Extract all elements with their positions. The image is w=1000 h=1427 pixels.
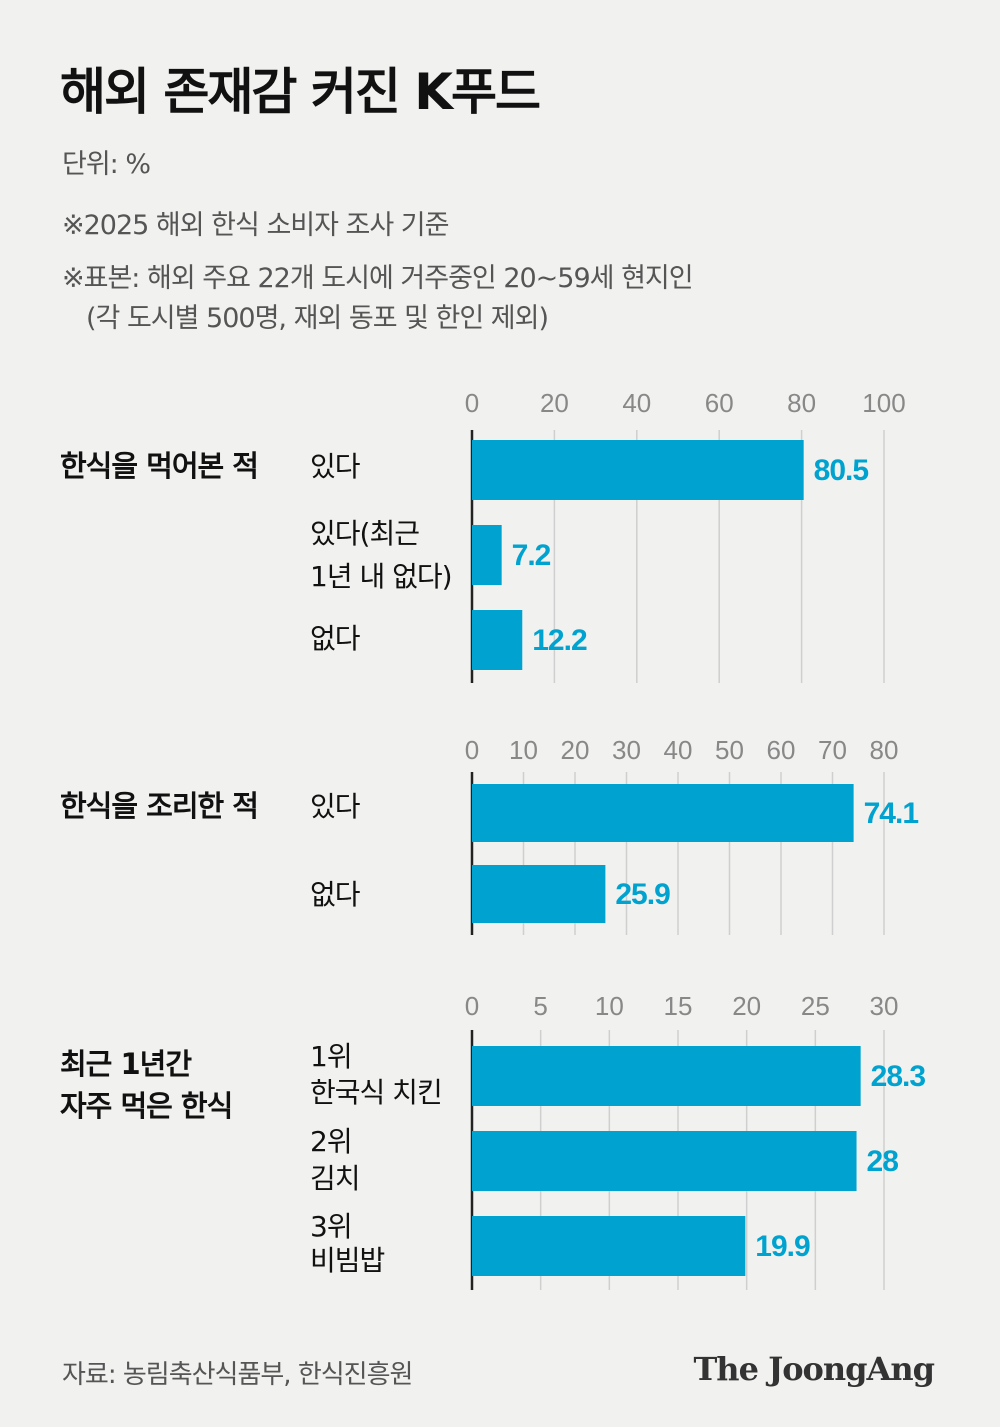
chart-title: 최근 1년간 (60, 1047, 192, 1081)
category-label: 3위 (310, 1210, 352, 1243)
tick-label: 40 (622, 388, 651, 418)
survey-note: ※2025 해외 한식 소비자 조사 기준 (62, 210, 449, 241)
category-label: 비빔밥 (310, 1244, 385, 1277)
chart-title: 자주 먹은 한식 (60, 1089, 232, 1123)
tick-label: 20 (561, 735, 590, 765)
tick-label: 100 (862, 388, 905, 418)
tick-label: 80 (787, 388, 816, 418)
bar (472, 1216, 746, 1276)
tick-label: 20 (540, 388, 569, 418)
tick-label: 10 (595, 991, 624, 1021)
tick-label: 80 (870, 735, 899, 765)
tick-label: 30 (612, 735, 641, 765)
sample-note: ※표본: 해외 주요 22개 도시에 거주중인 20~59세 현지인 (62, 263, 694, 294)
data-label: 25.9 (615, 878, 670, 911)
bar (472, 610, 523, 670)
data-label: 28.3 (871, 1060, 926, 1093)
tick-label: 0 (465, 735, 479, 765)
category-label: 없다 (310, 878, 360, 911)
sample-note-detail: (각 도시별 500명, 재외 동포 및 한인 제외) (86, 303, 549, 334)
tick-label: 25 (801, 991, 830, 1021)
tick-label: 0 (465, 991, 479, 1021)
category-label: 2위 (310, 1125, 352, 1158)
source-label: 자료: 농림축산식품부, 한식진흥원 (62, 1360, 413, 1390)
category-label: 김치 (310, 1162, 360, 1195)
tick-label: 60 (705, 388, 734, 418)
category-label: 있다 (310, 790, 360, 823)
data-label: 74.1 (864, 797, 919, 830)
category-label: 없다 (310, 622, 360, 655)
category-label: 있다 (310, 450, 360, 483)
tick-label: 30 (870, 991, 899, 1021)
tick-label: 5 (533, 991, 547, 1021)
data-label: 7.2 (512, 539, 551, 572)
category-label: 한국식 치킨 (310, 1076, 442, 1109)
bar (472, 1131, 857, 1191)
tick-label: 0 (465, 388, 479, 418)
chart-title: 한식을 조리한 적 (60, 789, 258, 823)
category-label: 있다(최근 (310, 517, 419, 550)
tick-label: 70 (818, 735, 847, 765)
data-label: 12.2 (532, 624, 587, 657)
tick-label: 50 (715, 735, 744, 765)
chart-title: 한식을 먹어본 적 (60, 449, 258, 483)
category-label: 1년 내 없다) (310, 560, 452, 593)
data-label: 80.5 (814, 454, 869, 487)
page-title: 해외 존재감 커진 K푸드 (60, 63, 541, 121)
bar (472, 525, 502, 585)
category-label: 1위 (310, 1040, 352, 1073)
publisher-logo: The JoongAng (693, 1350, 935, 1388)
tick-label: 20 (732, 991, 761, 1021)
bar (472, 784, 854, 842)
unit-label: 단위: % (62, 149, 151, 180)
data-label: 28 (867, 1145, 899, 1178)
bar (472, 1046, 861, 1106)
tick-label: 40 (664, 735, 693, 765)
bar (472, 865, 606, 923)
tick-label: 10 (509, 735, 538, 765)
tick-label: 15 (664, 991, 693, 1021)
tick-label: 60 (767, 735, 796, 765)
bar (472, 440, 804, 500)
data-label: 19.9 (755, 1230, 810, 1263)
